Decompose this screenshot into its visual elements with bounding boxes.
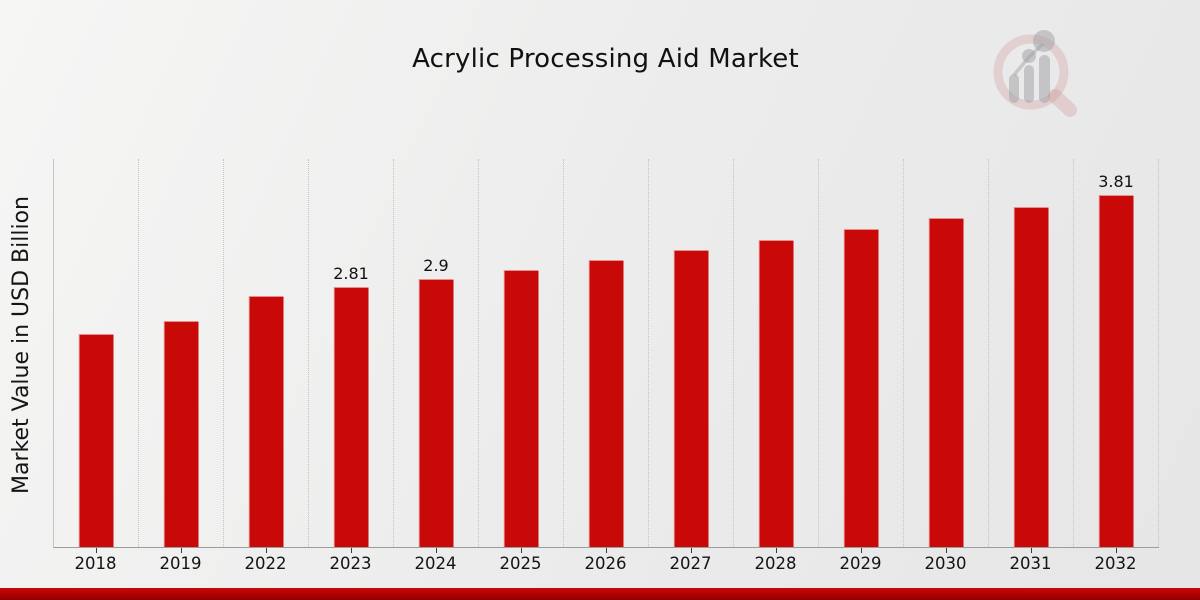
x-axis-tick <box>436 548 437 553</box>
x-axis-tick <box>776 548 777 553</box>
bar-2018 <box>78 334 114 547</box>
y-axis-label: Market Value in USD Billion <box>9 195 34 495</box>
bar-2019 <box>163 321 199 547</box>
bar-2032 <box>1098 195 1134 547</box>
x-axis-tick <box>351 548 352 553</box>
chart-column-2018 <box>54 159 139 553</box>
x-axis-tick <box>521 548 522 553</box>
chart-column-2032: 3.81 <box>1074 159 1159 553</box>
x-axis-label-2026: 2026 <box>584 554 627 573</box>
chart-column-2024: 2.9 <box>394 159 479 553</box>
magnifier-growth-chart-logo-icon <box>993 30 1077 117</box>
x-axis-tick <box>1031 548 1032 553</box>
x-axis-label-2030: 2030 <box>924 554 967 573</box>
x-axis-tick <box>946 548 947 553</box>
chart-column-2030 <box>904 159 989 553</box>
x-axis-label-2023: 2023 <box>329 554 372 573</box>
x-axis-label-2024: 2024 <box>414 554 457 573</box>
x-axis-label-2028: 2028 <box>754 554 797 573</box>
bar-2029 <box>843 229 879 547</box>
x-axis-label-2025: 2025 <box>499 554 542 573</box>
chart-column-2026 <box>564 159 649 553</box>
bottom-accent-band <box>0 588 1200 600</box>
x-axis-label-2018: 2018 <box>74 554 117 573</box>
chart-title: Acrylic Processing Aid Market <box>412 44 799 74</box>
bar-2026 <box>588 260 624 547</box>
bar-2028 <box>758 240 794 547</box>
chart-column-2019 <box>139 159 224 553</box>
bar-2027 <box>673 250 709 547</box>
bar-2023 <box>333 287 369 547</box>
x-axis-label-2019: 2019 <box>159 554 202 573</box>
bar-2030 <box>928 218 964 547</box>
bar-value-label-2024: 2.9 <box>423 256 449 275</box>
x-axis-tick <box>691 548 692 553</box>
chart-column-2029 <box>819 159 904 553</box>
bar-2024 <box>418 279 454 547</box>
x-axis-label-2027: 2027 <box>669 554 712 573</box>
bar-2022 <box>248 296 284 547</box>
chart-column-2028 <box>734 159 819 553</box>
bar-2031 <box>1013 207 1049 547</box>
x-axis-tick <box>1116 548 1117 553</box>
x-axis-labels: 2018 2019 2022 2023 2024 2025 2026 2027 2028 2029… <box>53 554 1158 573</box>
chart-column-2022 <box>224 159 309 553</box>
x-axis-tick <box>181 548 182 553</box>
x-axis-tick <box>96 548 97 553</box>
x-axis-tick <box>861 548 862 553</box>
plot-area: 2.81 2.9 3.81 <box>53 159 1159 553</box>
chart-column-2027 <box>649 159 734 553</box>
x-axis-label-2022: 2022 <box>244 554 287 573</box>
x-axis-tick <box>266 548 267 553</box>
chart-column-2025 <box>479 159 564 553</box>
bar-value-label-2032: 3.81 <box>1098 172 1134 191</box>
x-axis-label-2032: 2032 <box>1094 554 1137 573</box>
x-axis-label-2031: 2031 <box>1009 554 1052 573</box>
chart-column-2031 <box>989 159 1074 553</box>
bar-2025 <box>503 270 539 547</box>
chart-column-2023: 2.81 <box>309 159 394 553</box>
x-axis-tick <box>606 548 607 553</box>
x-axis-label-2029: 2029 <box>839 554 882 573</box>
bar-value-label-2023: 2.81 <box>333 264 369 283</box>
